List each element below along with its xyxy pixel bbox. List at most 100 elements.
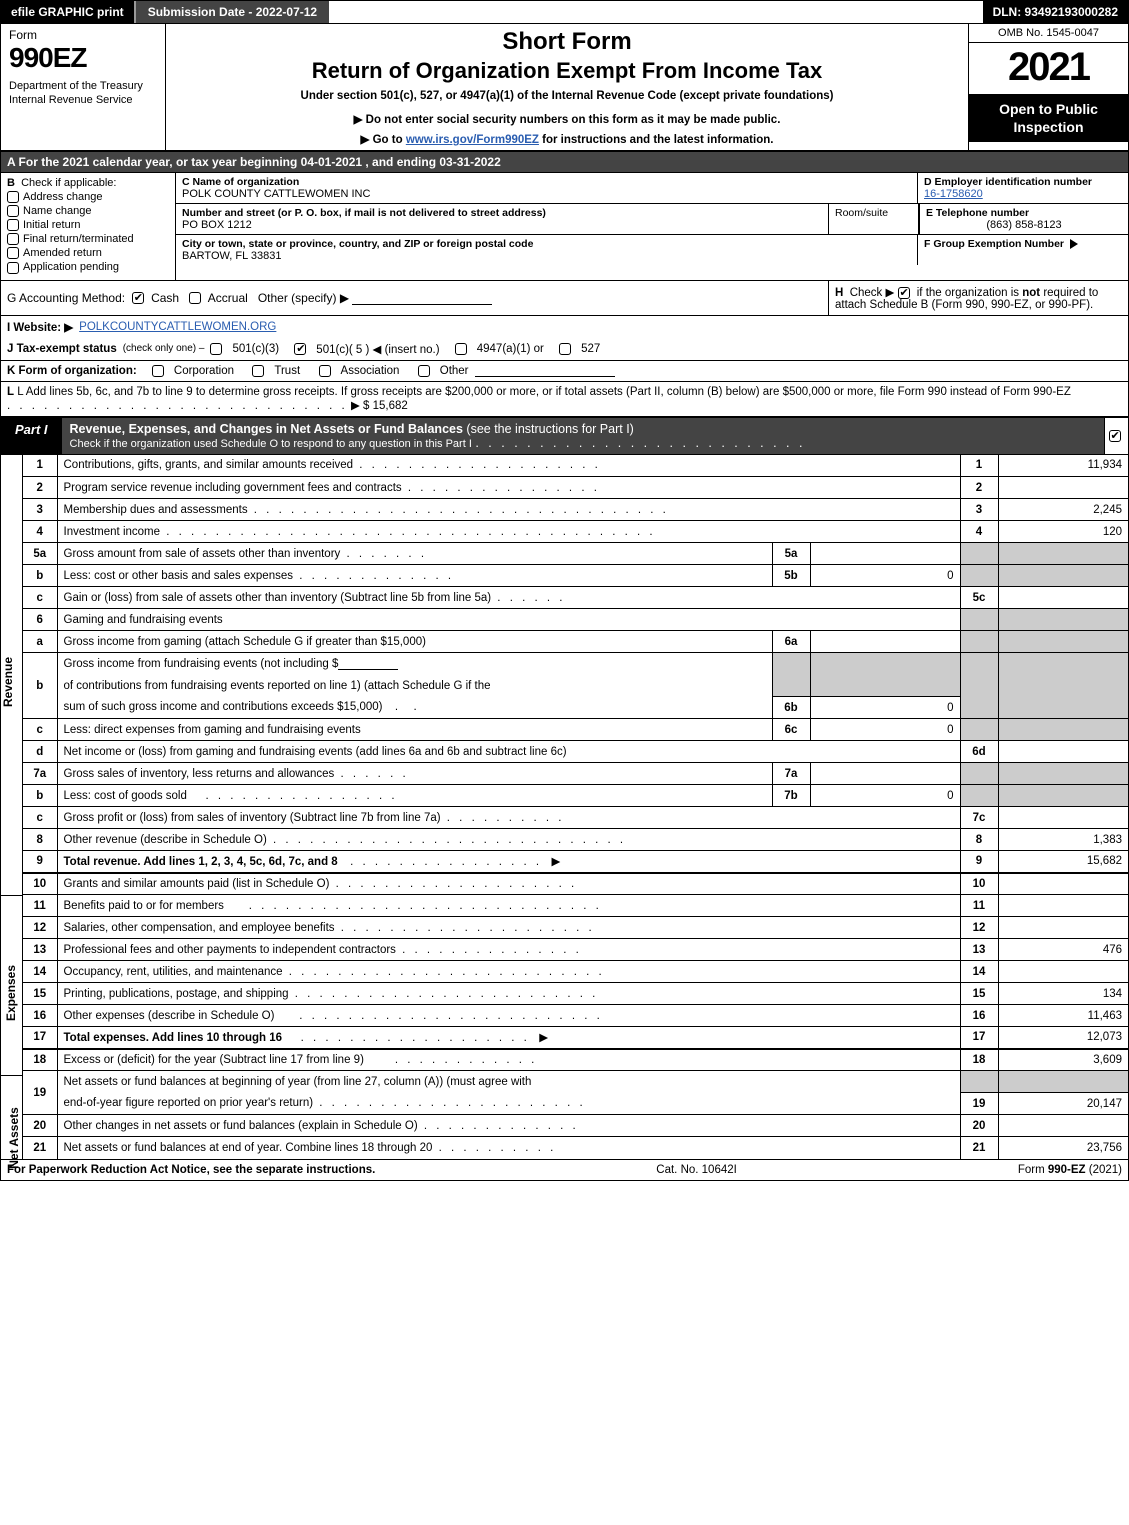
chk-address-change[interactable]: Address change [7, 191, 169, 203]
submission-date-label: Submission Date - 2022-07-12 [134, 1, 329, 23]
r19-rval: 20,147 [998, 1093, 1128, 1115]
part1-title-bold: Revenue, Expenses, and Changes in Net As… [70, 422, 463, 436]
warning-goto: ▶ Go to www.irs.gov/Form990EZ for instru… [174, 132, 960, 146]
r6c-rnum-grey [960, 719, 998, 741]
chk-4947[interactable] [455, 343, 467, 355]
k-other-blank[interactable] [475, 365, 615, 377]
r5b-rval-grey [998, 565, 1128, 587]
r19-rval-grey [998, 1071, 1128, 1093]
chk-trust[interactable] [252, 365, 264, 377]
dln-label: DLN: 93492193000282 [983, 1, 1128, 23]
r7b-rval-grey [998, 785, 1128, 807]
h-letter: H [835, 287, 843, 299]
row-5b: bLess: cost or other basis and sales exp… [23, 565, 1128, 587]
chk-accrual[interactable] [189, 292, 201, 304]
chk-assoc[interactable] [319, 365, 331, 377]
r17-desc: Total expenses. Add lines 10 through 16 [64, 1032, 283, 1044]
chk-name-change[interactable]: Name change [7, 205, 169, 217]
chk-final-return[interactable]: Final return/terminated [7, 233, 169, 245]
r6b-blank[interactable] [338, 658, 398, 670]
r6b-num: b [23, 653, 57, 719]
r6-rval-grey [998, 609, 1128, 631]
r11-rnum: 11 [960, 895, 998, 917]
chk-501c[interactable] [294, 343, 306, 355]
r5b-sv: 0 [810, 565, 960, 587]
dept-line2: Internal Revenue Service [9, 94, 133, 106]
r5b-desc: Less: cost or other basis and sales expe… [64, 570, 294, 582]
e-label: E Telephone number [926, 207, 1122, 219]
j-sub: (check only one) – [123, 343, 205, 354]
r8-desc: Other revenue (describe in Schedule O) [64, 834, 267, 846]
r6d-num: d [23, 741, 57, 763]
b-check-label: Check if applicable: [21, 177, 116, 189]
r6c-desc: Less: direct expenses from gaming and fu… [57, 719, 772, 741]
page-footer: For Paperwork Reduction Act Notice, see … [1, 1159, 1128, 1180]
r7c-rnum: 7c [960, 807, 998, 829]
r19-desc: Net assets or fund balances at beginning… [57, 1071, 960, 1093]
line-h: H Check ▶ if the organization is not req… [828, 281, 1128, 315]
street-value: PO BOX 1212 [182, 219, 822, 231]
r7c-desc: Gross profit or (loss) from sales of inv… [64, 812, 441, 824]
chk-initial-return[interactable]: Initial return [7, 219, 169, 231]
footer-right-bold: 990-EZ [1048, 1164, 1086, 1176]
irs-link[interactable]: www.irs.gov/Form990EZ [406, 134, 539, 146]
city-value: BARTOW, FL 33831 [182, 250, 911, 262]
f-group-cell: F Group Exemption Number [918, 235, 1128, 265]
r6b-desc2: of contributions from fundraising events… [57, 675, 772, 697]
ein-link[interactable]: 16-1758620 [924, 188, 983, 200]
j-o1: 501(c)(3) [232, 343, 279, 355]
j-o3: 4947(a)(1) or [477, 343, 544, 355]
efile-print-button[interactable]: efile GRAPHIC print [1, 1, 134, 23]
r6a-sv [810, 631, 960, 653]
row-6: 6Gaming and fundraising events [23, 609, 1128, 631]
info-block: B Check if applicable: Address change Na… [1, 173, 1128, 281]
k-o2: Trust [274, 365, 300, 377]
chk-h[interactable] [898, 287, 910, 299]
chk-527[interactable] [559, 343, 571, 355]
r19-rnum: 19 [960, 1093, 998, 1115]
r21-rval: 23,756 [998, 1137, 1128, 1159]
row-2: 2Program service revenue including gover… [23, 477, 1128, 499]
chk-corp[interactable] [152, 365, 164, 377]
k-label: K Form of organization: [7, 365, 137, 377]
k-o1: Corporation [174, 365, 234, 377]
form-document: efile GRAPHIC print Submission Date - 20… [0, 0, 1129, 1181]
part1-checkbox[interactable] [1104, 418, 1128, 454]
chk-other-org[interactable] [418, 365, 430, 377]
r6c-num: c [23, 719, 57, 741]
r12-desc: Salaries, other compensation, and employ… [64, 922, 335, 934]
r5c-desc: Gain or (loss) from sale of assets other… [64, 592, 492, 604]
chk-501c3[interactable] [210, 343, 222, 355]
row-9: 9Total revenue. Add lines 1, 2, 3, 4, 5c… [23, 851, 1128, 873]
r11-num: 11 [23, 895, 57, 917]
warning-ssn: ▶ Do not enter social security numbers o… [174, 112, 960, 126]
chk-cash[interactable] [132, 292, 144, 304]
r16-rval: 11,463 [998, 1005, 1128, 1027]
k-o3: Association [341, 365, 400, 377]
r5b-sl: 5b [772, 565, 810, 587]
r7a-rnum-grey [960, 763, 998, 785]
vlabel-expenses: Expenses [1, 895, 23, 1075]
r17-rval: 12,073 [998, 1027, 1128, 1049]
r13-rval: 476 [998, 939, 1128, 961]
row-17: 17Total expenses. Add lines 10 through 1… [23, 1027, 1128, 1049]
row-19-2: end-of-year figure reported on prior yea… [23, 1093, 1128, 1115]
r6-desc: Gaming and fundraising events [57, 609, 960, 631]
r5a-rnum-grey [960, 543, 998, 565]
row-4: 4Investment income . . . . . . . . . . .… [23, 521, 1128, 543]
r5a-sv [810, 543, 960, 565]
r7a-sv [810, 763, 960, 785]
r10-desc: Grants and similar amounts paid (list in… [64, 878, 330, 890]
row-19-1: 19Net assets or fund balances at beginni… [23, 1071, 1128, 1093]
chk-application-pending[interactable]: Application pending [7, 261, 169, 273]
dept-treasury: Department of the Treasury Internal Reve… [9, 80, 157, 108]
city-label: City or town, state or province, country… [182, 238, 911, 250]
part1-header: Part I Revenue, Expenses, and Changes in… [1, 417, 1128, 455]
r19-desc2: end-of-year figure reported on prior yea… [64, 1097, 314, 1109]
g-other-blank[interactable] [352, 293, 492, 305]
r11-desc: Benefits paid to or for members [64, 900, 224, 912]
r5a-rval-grey [998, 543, 1128, 565]
r13-rnum: 13 [960, 939, 998, 961]
website-link[interactable]: POLKCOUNTYCATTLEWOMEN.ORG [79, 321, 276, 333]
chk-amended-return[interactable]: Amended return [7, 247, 169, 259]
